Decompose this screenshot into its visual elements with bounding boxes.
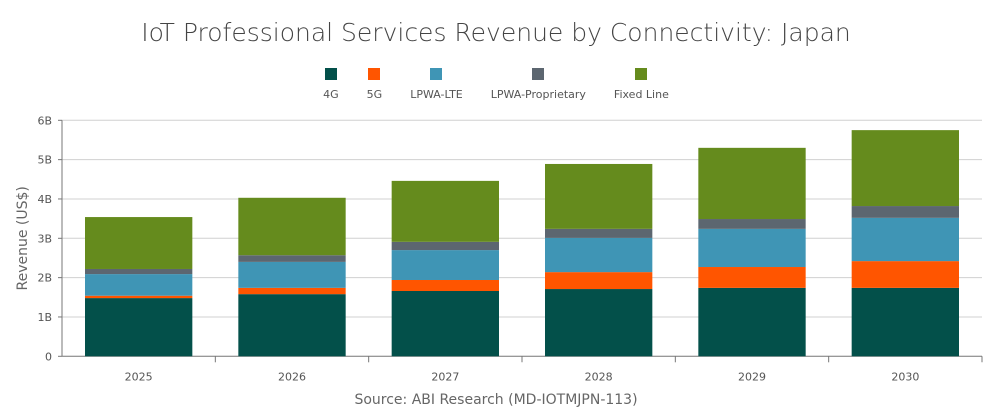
legend-item[interactable]: 5G xyxy=(366,68,383,101)
x-tick-label: 2027 xyxy=(431,370,459,383)
bar-4g-2030 xyxy=(851,287,959,357)
bar-lpwa-lte-2030 xyxy=(851,217,959,262)
bar-lpwa-lte-2028 xyxy=(545,237,653,273)
bar-lpwa-lte-2029 xyxy=(698,228,806,268)
legend-label: Fixed Line xyxy=(613,88,669,101)
bar-lpwa-proprietary-2027 xyxy=(391,241,499,251)
y-tick-label: 0 xyxy=(45,350,52,363)
bar-fixed-line-2030 xyxy=(851,130,959,207)
bar-5g-2030 xyxy=(851,261,959,288)
bar-5g-2029 xyxy=(698,267,806,288)
legend-label: 5G xyxy=(366,88,383,101)
legend-item[interactable]: LPWA-Proprietary xyxy=(491,68,586,101)
bar-4g-2025 xyxy=(85,298,193,357)
bar-fixed-line-2028 xyxy=(545,163,653,229)
legend-item[interactable]: Fixed Line xyxy=(614,68,669,101)
legend-swatch xyxy=(324,68,337,80)
legend-swatch xyxy=(430,68,443,80)
x-tick-label: 2026 xyxy=(278,370,306,383)
bar-fixed-line-2027 xyxy=(391,180,499,242)
bar-fixed-line-2029 xyxy=(698,147,806,220)
x-tick-label: 2030 xyxy=(891,370,919,383)
bar-fixed-line-2025 xyxy=(85,217,193,269)
y-tick-label: 4B xyxy=(37,193,52,206)
bar-4g-2029 xyxy=(698,287,806,357)
bar-lpwa-proprietary-2029 xyxy=(698,219,806,229)
legend-swatch xyxy=(635,68,648,80)
bar-lpwa-lte-2025 xyxy=(85,274,193,296)
legend-swatch xyxy=(532,68,545,80)
y-tick-label: 1B xyxy=(37,311,52,324)
x-tick-label: 2029 xyxy=(738,370,766,383)
legend-label: LPWA-LTE xyxy=(410,88,463,101)
bar-5g-2027 xyxy=(391,279,499,292)
bar-5g-2025 xyxy=(85,295,193,299)
y-axis-label: Revenue (US$) xyxy=(15,186,31,290)
bar-lpwa-lte-2026 xyxy=(238,261,346,288)
bar-4g-2027 xyxy=(391,291,499,357)
bar-lpwa-proprietary-2025 xyxy=(85,268,193,275)
bar-lpwa-lte-2027 xyxy=(391,250,499,280)
chart-title: IoT Professional Services Revenue by Con… xyxy=(141,18,851,47)
legend-swatch xyxy=(368,68,381,80)
legend-label: LPWA-Proprietary xyxy=(490,88,586,101)
bar-lpwa-proprietary-2028 xyxy=(545,228,653,238)
y-tick-label: 3B xyxy=(37,232,52,245)
bar-5g-2026 xyxy=(238,287,346,295)
legend: 4G 5G LPWA-LTE LPWA-Proprietary Fixed Line xyxy=(0,68,992,101)
bar-fixed-line-2026 xyxy=(238,197,346,256)
source-note: Source: ABI Research (MD-IOTMJPN-113) xyxy=(354,392,638,408)
bar-lpwa-proprietary-2026 xyxy=(238,255,346,262)
y-tick-label: 2B xyxy=(37,272,52,285)
legend-label: 4G xyxy=(323,88,339,101)
bar-lpwa-proprietary-2030 xyxy=(851,206,959,218)
x-tick-label: 2025 xyxy=(125,370,153,383)
y-tick-label: 5B xyxy=(37,154,52,167)
x-tick-label: 2028 xyxy=(585,370,613,383)
legend-item[interactable]: 4G xyxy=(323,68,339,101)
bar-4g-2028 xyxy=(545,289,653,357)
bar-5g-2028 xyxy=(545,272,653,290)
legend-item[interactable]: LPWA-LTE xyxy=(410,68,463,101)
y-tick-label: 6B xyxy=(37,114,52,127)
bar-4g-2026 xyxy=(238,294,346,357)
